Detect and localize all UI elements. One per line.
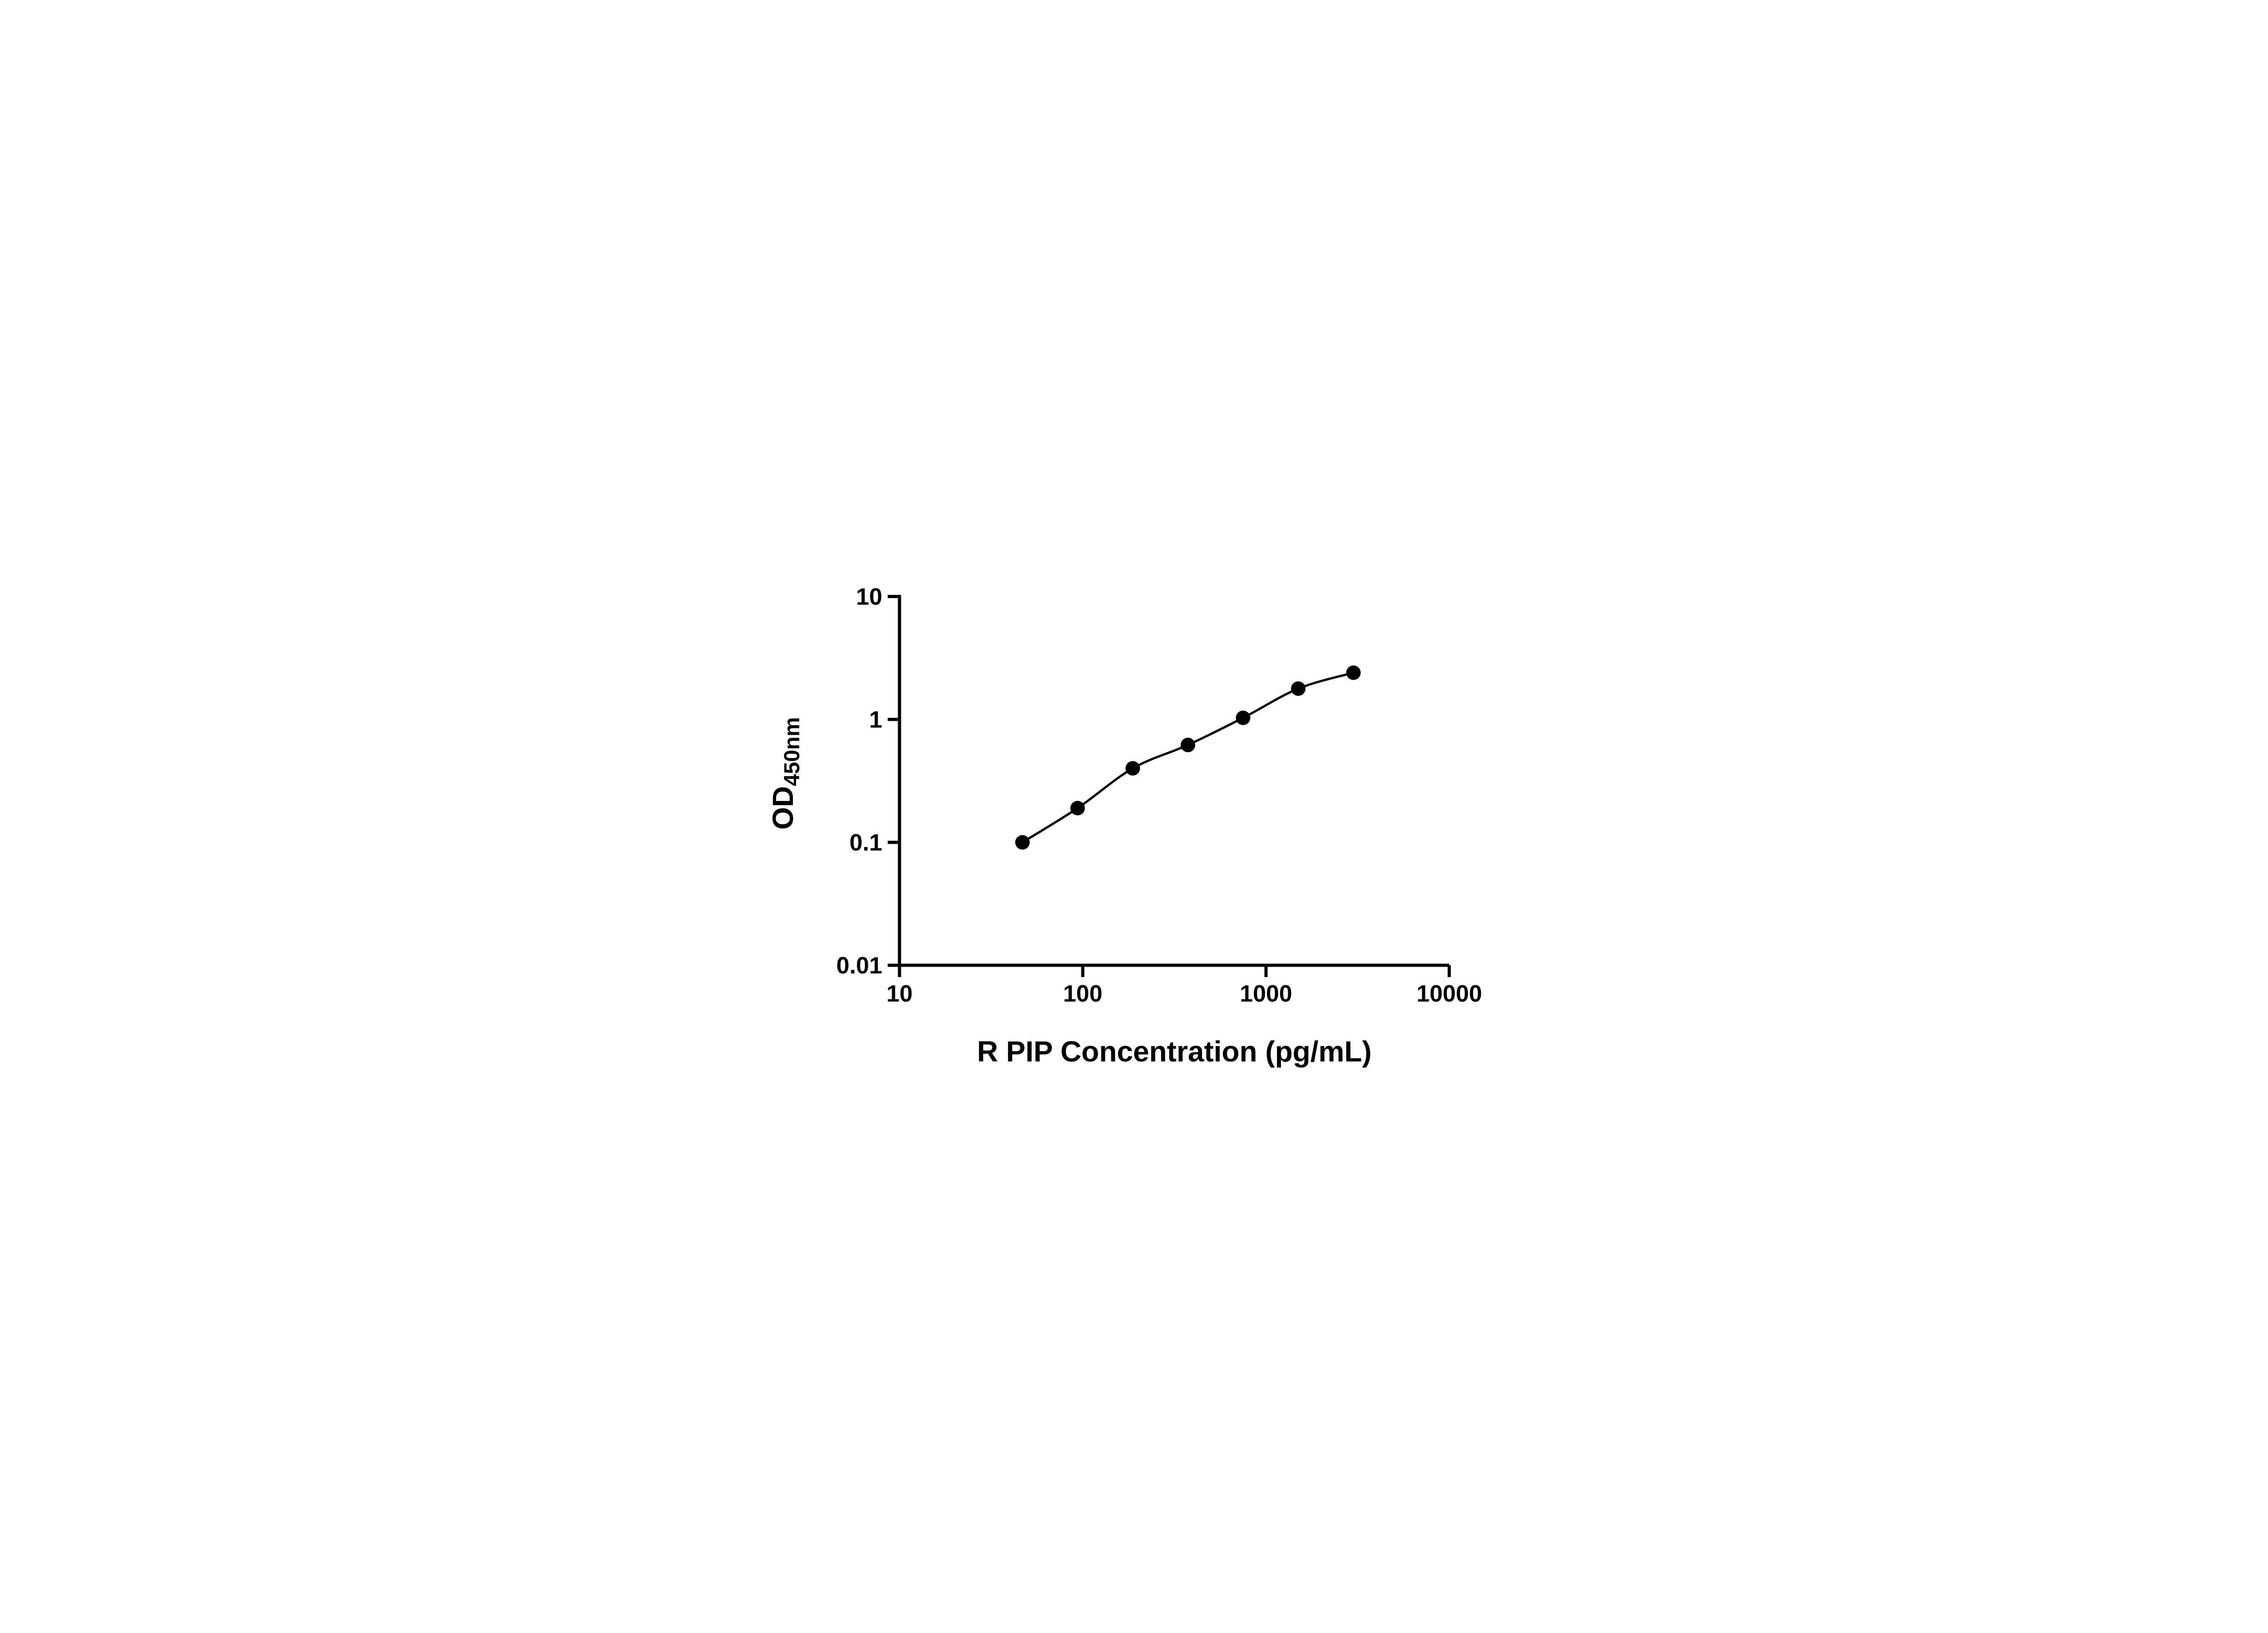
data-point bbox=[1236, 710, 1251, 725]
plot-area bbox=[1015, 665, 1361, 850]
data-point bbox=[1125, 761, 1140, 776]
data-point bbox=[1291, 681, 1306, 696]
y-tick-label: 10 bbox=[856, 584, 882, 610]
data-point bbox=[1346, 665, 1361, 680]
x-tick-label: 1000 bbox=[1240, 981, 1292, 1007]
y-tick-label: 1 bbox=[869, 707, 882, 733]
x-tick-label: 10000 bbox=[1417, 981, 1482, 1007]
data-point bbox=[1015, 835, 1030, 850]
y-tick-label: 0.1 bbox=[850, 830, 882, 856]
standard-curve-figure: 10 100 1000 10000 0.01 0.1 1 10 OD450nm R PIP C… bbox=[745, 544, 1523, 1089]
standard-curve-line bbox=[1022, 671, 1354, 844]
tick-marks bbox=[888, 595, 1451, 977]
axis-spine bbox=[898, 595, 1449, 967]
chart-canvas: 10 100 1000 10000 0.01 0.1 1 10 OD450nm R PIP C… bbox=[745, 544, 1523, 1089]
tick-labels: 10 100 1000 10000 0.01 0.1 1 10 bbox=[836, 584, 1482, 1007]
y-axis-title-main: OD bbox=[767, 786, 799, 830]
y-axis-title-subscript: 450nm bbox=[780, 717, 804, 786]
y-tick-label: 0.01 bbox=[836, 953, 882, 979]
data-point bbox=[1180, 738, 1195, 753]
x-tick-label: 100 bbox=[1063, 981, 1103, 1007]
axes bbox=[898, 595, 1449, 967]
x-tick-label: 10 bbox=[886, 981, 913, 1007]
x-axis-title: R PIP Concentration (pg/mL) bbox=[977, 1035, 1372, 1068]
y-axis-title: OD450nm bbox=[767, 717, 804, 830]
data-point bbox=[1070, 801, 1085, 816]
